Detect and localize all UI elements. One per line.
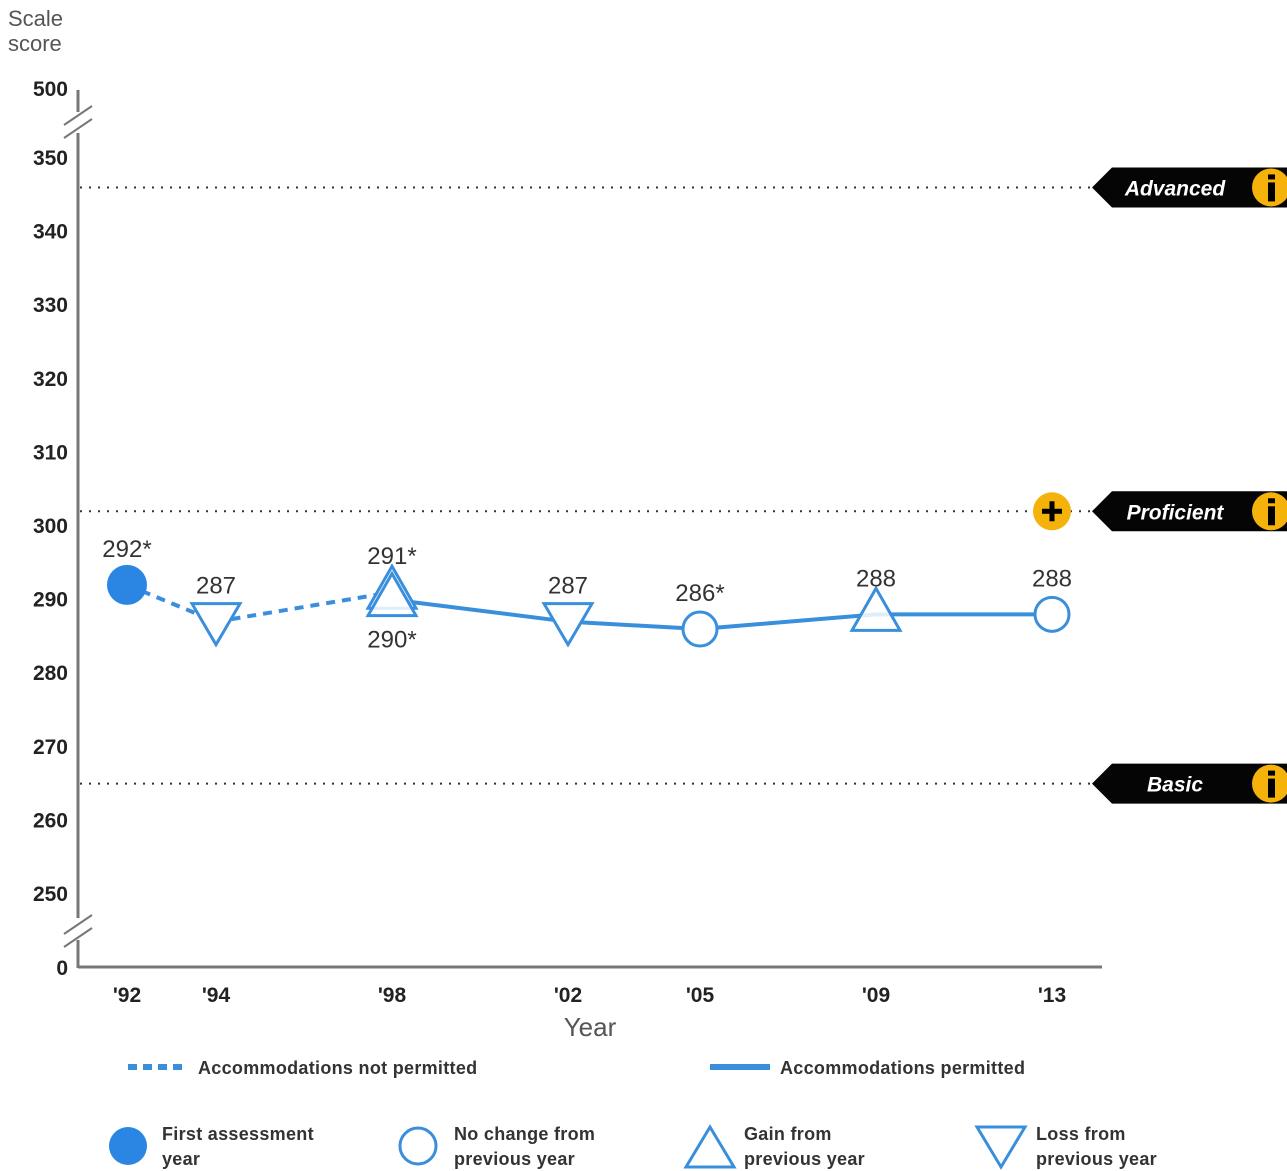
data-label: 287	[196, 573, 236, 600]
data-label: 286*	[675, 580, 724, 607]
series-line-not-permitted	[126, 583, 393, 624]
legend: Accommodations not permitted Accommodati…	[109, 1058, 1157, 1170]
y-tick-label: 270	[33, 736, 68, 759]
legend-no-change-icon	[398, 1126, 438, 1166]
y-tick-label: 300	[33, 515, 68, 538]
axis-break-bottom	[63, 914, 93, 948]
y-tick-labels: 500 350 340 330 320 310 300 290 280 270 260 250 0	[33, 78, 68, 980]
y-tick-label: 340	[33, 221, 68, 244]
plus-icon[interactable]	[1033, 492, 1071, 531]
proficient-badge-label: Proficient	[1127, 501, 1225, 524]
legend-first-line1: First assessment	[162, 1124, 314, 1144]
axis-break-top	[63, 105, 93, 139]
data-point-first-assessment[interactable]	[107, 564, 147, 605]
data-label: 290*	[367, 627, 416, 654]
y-tick-label: 310	[33, 441, 68, 464]
y-axis	[63, 90, 93, 968]
y-axis-title-line2: score	[8, 31, 62, 56]
x-tick-label: '94	[202, 984, 231, 1007]
legend-first-assessment-icon	[109, 1127, 147, 1165]
data-point-gain[interactable]	[849, 585, 903, 632]
info-icon[interactable]	[1252, 168, 1287, 207]
x-tick-label: '92	[113, 984, 141, 1007]
legend-gain-icon	[683, 1124, 737, 1169]
legend-gain-line1: Gain from	[744, 1124, 832, 1144]
info-icon[interactable]	[1252, 764, 1287, 803]
data-label: 287	[548, 573, 588, 600]
data-label: 288	[1032, 565, 1072, 592]
advanced-badge-label: Advanced	[1124, 177, 1227, 200]
proficient-badge[interactable]: Proficient	[1092, 491, 1287, 532]
y-tick-label: 350	[33, 147, 68, 170]
x-axis-title: Year	[564, 1012, 617, 1042]
y-tick-label: 280	[33, 662, 68, 685]
achievement-levels: Advanced Proficient Basic	[80, 167, 1287, 804]
x-tick-label: '05	[686, 984, 715, 1007]
data-labels: 292* 287 291* 290* 287 286* 288 288	[102, 536, 1072, 654]
x-tick-labels: '92 '94 '98 '02 '05 '09 '13	[113, 984, 1066, 1007]
advanced-badge[interactable]: Advanced	[1092, 167, 1287, 208]
y-tick-label: 260	[33, 809, 68, 832]
x-tick-label: '13	[1038, 984, 1066, 1007]
legend-loss-line1: Loss from	[1036, 1124, 1126, 1144]
y-tick-label: 250	[33, 883, 68, 906]
y-axis-title-line1: Scale	[8, 6, 63, 31]
data-label: 291*	[367, 543, 416, 570]
basic-badge[interactable]: Basic	[1092, 763, 1287, 804]
y-tick-label: 330	[33, 294, 68, 317]
data-point-no-change[interactable]	[1033, 595, 1071, 633]
x-tick-label: '02	[554, 984, 582, 1007]
data-label: 288	[856, 565, 896, 592]
y-tick-label: 0	[56, 957, 68, 980]
x-tick-label: '09	[862, 984, 890, 1007]
basic-badge-label: Basic	[1147, 774, 1203, 797]
data-markers	[107, 563, 1071, 648]
legend-not-permitted: Accommodations not permitted	[198, 1058, 477, 1078]
data-label: 292*	[102, 536, 151, 563]
info-icon[interactable]	[1252, 492, 1287, 531]
legend-loss-icon	[974, 1125, 1028, 1170]
legend-nochange-line2: previous year	[454, 1149, 575, 1169]
y-tick-label: 320	[33, 368, 68, 391]
data-point-no-change[interactable]	[681, 610, 719, 648]
y-tick-label: 290	[33, 589, 68, 612]
legend-permitted: Accommodations permitted	[780, 1058, 1025, 1078]
legend-nochange-line1: No change from	[454, 1124, 595, 1144]
data-point-loss[interactable]	[541, 602, 595, 648]
legend-gain-line2: previous year	[744, 1149, 865, 1169]
data-point-loss[interactable]	[189, 602, 243, 648]
data-point-gain[interactable]	[365, 570, 419, 618]
y-tick-label: 500	[33, 78, 68, 101]
x-tick-label: '98	[378, 984, 407, 1007]
legend-first-line2: year	[162, 1149, 200, 1169]
legend-loss-line2: previous year	[1036, 1149, 1157, 1169]
